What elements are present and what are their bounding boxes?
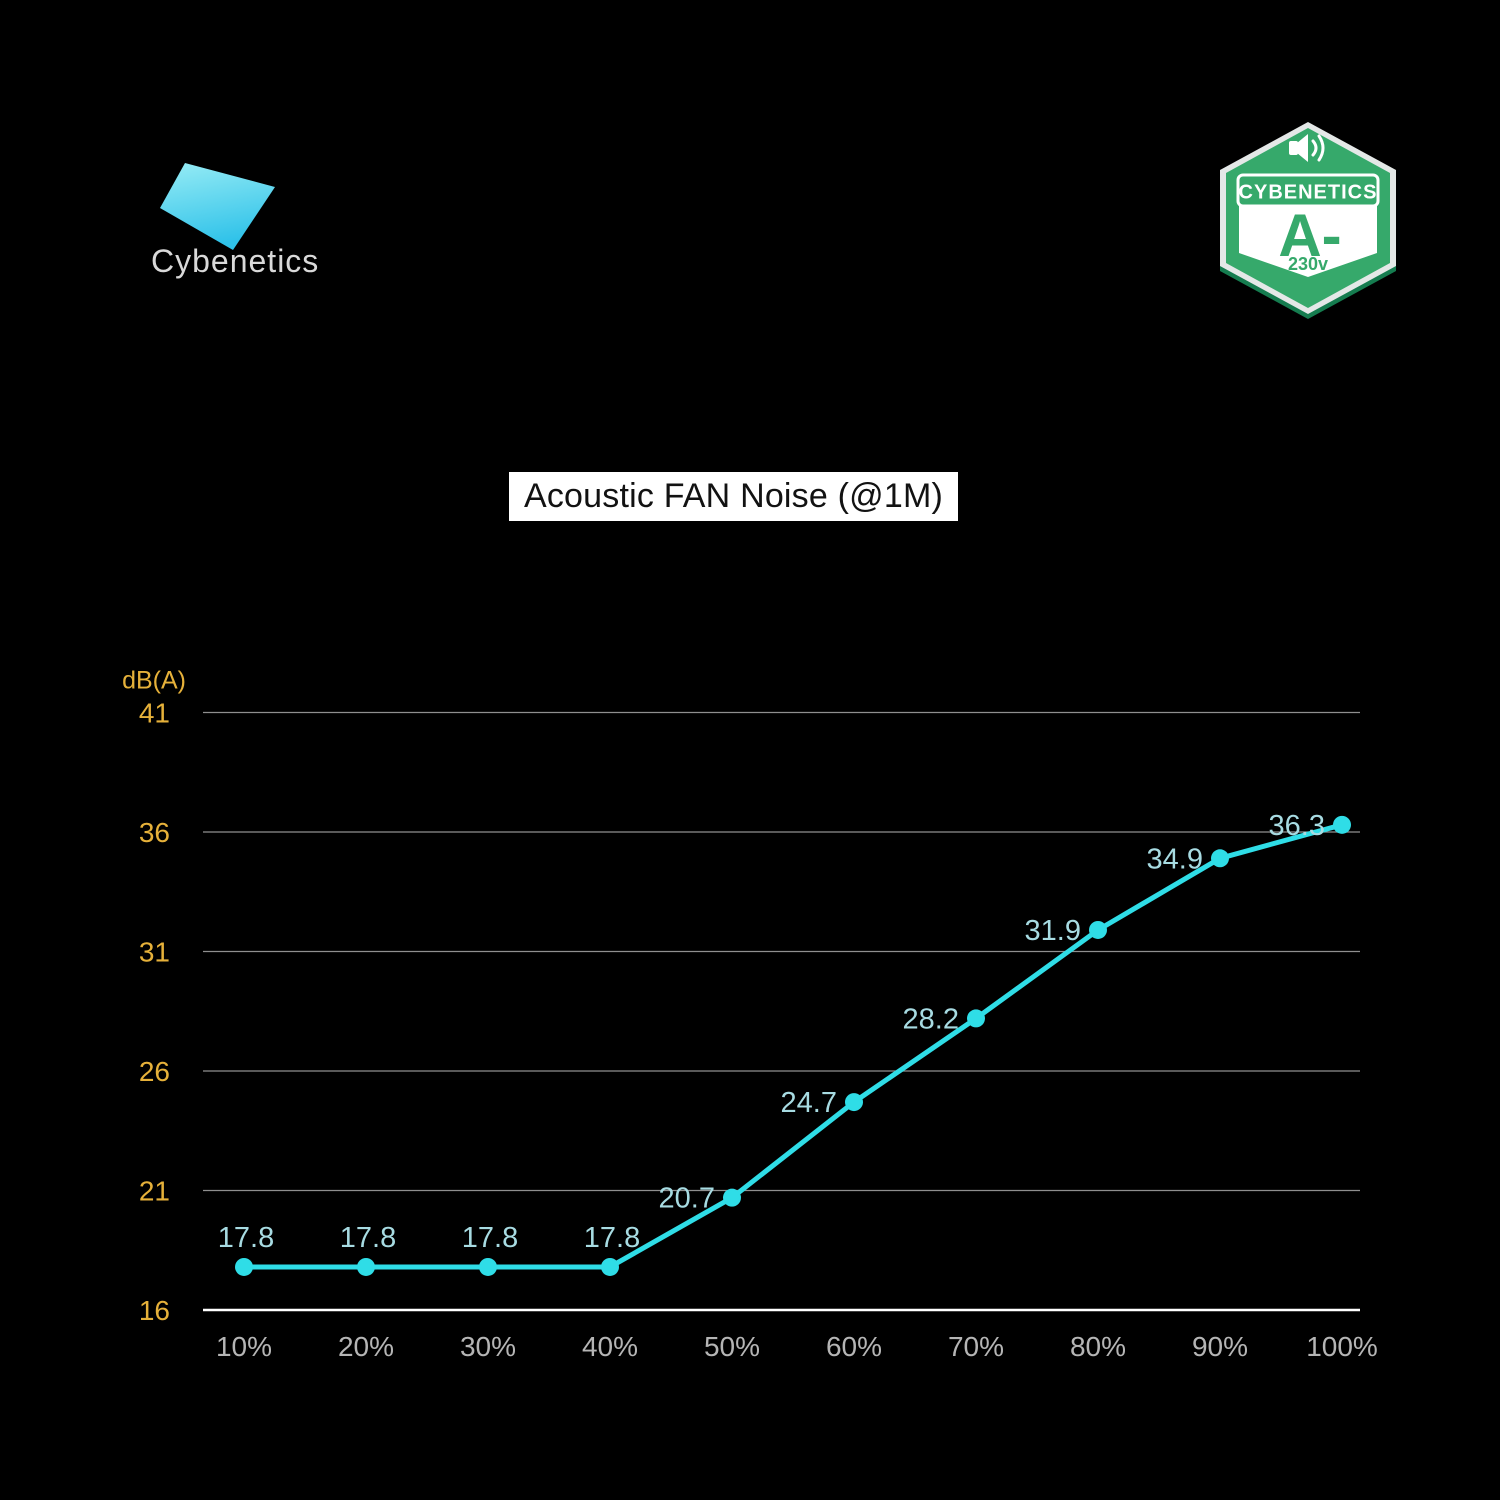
data-point [1089, 920, 1107, 939]
x-tick-label: 40% [582, 1331, 638, 1362]
data-point-label: 24.7 [781, 1087, 837, 1119]
badge-voltage-text: 230v [1288, 254, 1328, 274]
badge-rating-text: A- [1278, 202, 1341, 269]
data-point-label: 31.9 [1025, 915, 1081, 947]
logo-parallelogram [160, 163, 275, 250]
badge-brand-text: CYBENETICS [1239, 182, 1378, 204]
speaker-icon [1289, 134, 1325, 162]
x-tick-label: 50% [704, 1331, 760, 1362]
noise-line [244, 822, 1343, 1270]
cybenetics-logo-icon [160, 163, 275, 250]
data-point [967, 1009, 985, 1028]
y-tick-label: 16 [139, 1295, 170, 1326]
x-tick-label: 80% [1070, 1331, 1126, 1362]
data-point [1211, 849, 1229, 868]
y-tick-label: 21 [139, 1176, 170, 1207]
data-point [1333, 815, 1351, 834]
data-point [845, 1093, 863, 1112]
data-point-label: 20.7 [659, 1183, 715, 1215]
x-tick-label: 90% [1192, 1331, 1248, 1362]
data-point-label: 17.8 [462, 1222, 518, 1254]
x-tick-label: 70% [948, 1331, 1004, 1362]
y-tick-label: 41 [139, 698, 170, 729]
data-point-label: 28.2 [903, 1003, 959, 1035]
chart-title: Acoustic FAN Noise (@1M) [509, 472, 958, 521]
sound-wave-small [1311, 139, 1318, 157]
data-point-label: 17.8 [218, 1222, 274, 1254]
x-tick-label: 20% [338, 1331, 394, 1362]
y-tick-label: 31 [139, 937, 170, 968]
data-point [357, 1257, 375, 1276]
x-tick-label: 100% [1306, 1331, 1378, 1362]
sound-wave-large [1317, 134, 1325, 162]
y-axis-title: dB(A) [122, 667, 186, 695]
cybenetics-logo-text: Cybenetics [151, 243, 320, 279]
data-point-label: 34.9 [1147, 843, 1203, 875]
data-point [601, 1257, 619, 1276]
data-point [479, 1257, 497, 1276]
badge-white-panel [1239, 206, 1377, 277]
y-tick-label: 36 [139, 817, 170, 848]
x-tick-label: 10% [216, 1331, 272, 1362]
data-point-label: 17.8 [584, 1222, 640, 1254]
cybenetics-rating-badge: CYBENETICS A- 230v [1220, 122, 1396, 319]
data-point [235, 1257, 253, 1276]
speaker-cone [1297, 134, 1308, 162]
data-point [723, 1188, 741, 1207]
data-point-label: 17.8 [340, 1222, 396, 1254]
x-tick-label: 30% [460, 1331, 516, 1362]
speaker-body [1289, 141, 1298, 155]
x-tick-label: 60% [826, 1331, 882, 1362]
y-tick-label: 26 [139, 1056, 170, 1087]
data-point-label: 36.3 [1269, 810, 1325, 842]
